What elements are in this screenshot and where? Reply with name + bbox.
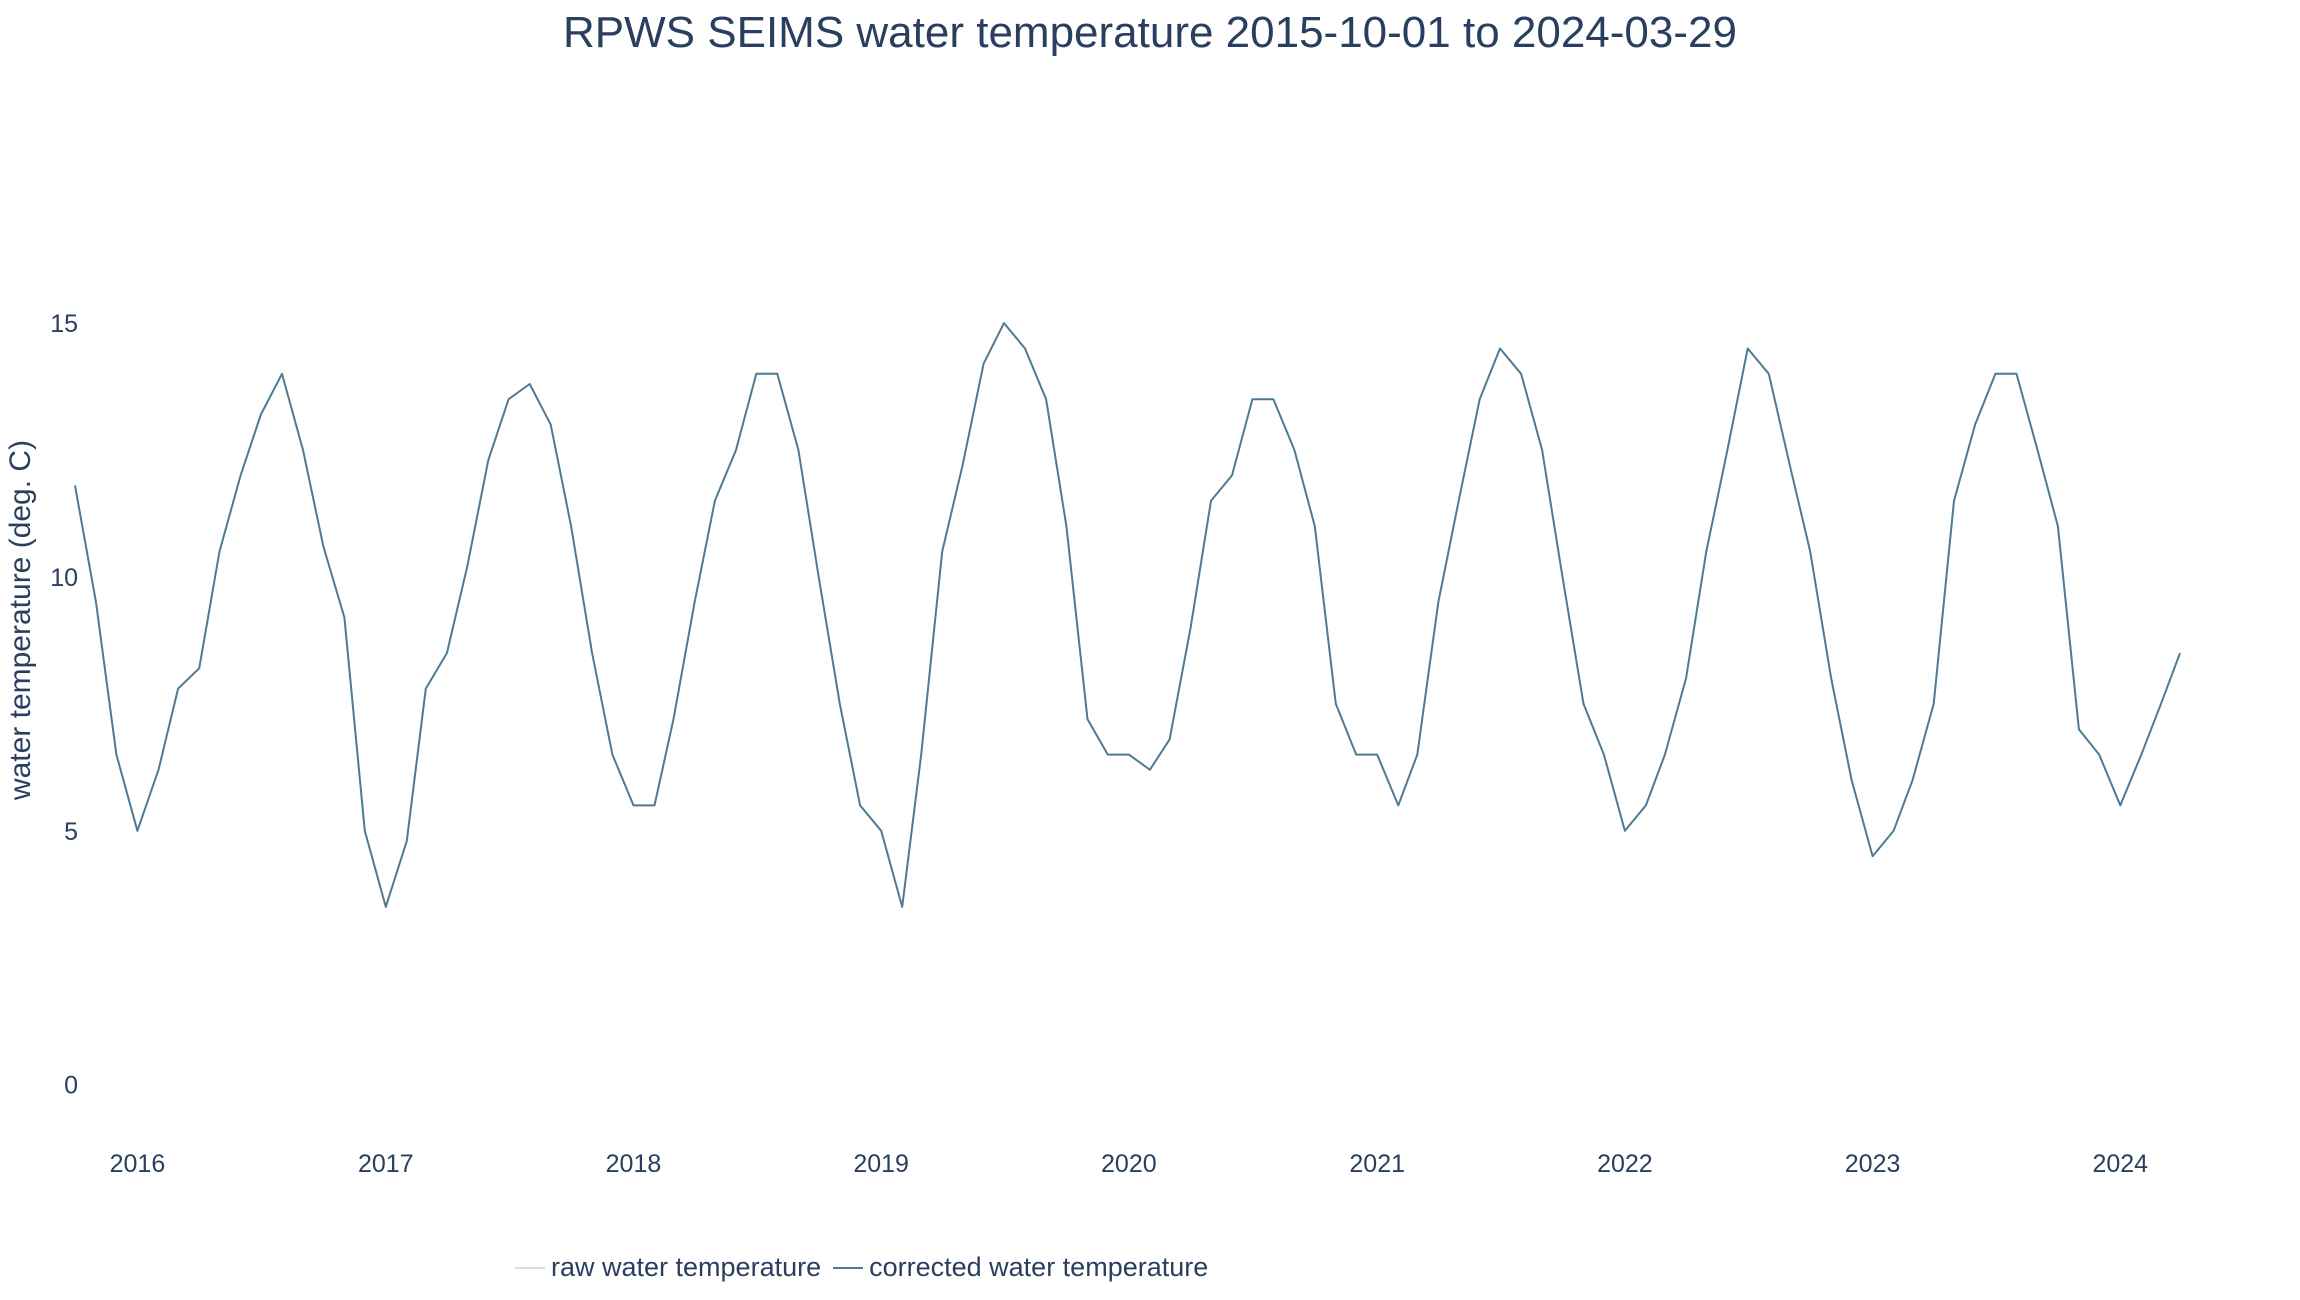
x-tick-label: 2023 bbox=[1845, 1150, 1901, 1178]
legend-swatch-raw bbox=[515, 1266, 545, 1269]
x-tick-label: 2020 bbox=[1101, 1150, 1157, 1178]
y-axis-ticks: 0 5 10 15 bbox=[50, 310, 78, 1100]
x-tick-label: 2024 bbox=[2092, 1150, 2148, 1178]
x-tick-label: 2021 bbox=[1349, 1150, 1405, 1178]
legend: raw water temperature corrected water te… bbox=[515, 1252, 1220, 1283]
x-tick-label: 2019 bbox=[853, 1150, 909, 1178]
y-tick-label: 10 bbox=[50, 564, 78, 592]
y-tick-label: 0 bbox=[64, 1072, 78, 1100]
chart-title: RPWS SEIMS water temperature 2015-10-01 … bbox=[563, 8, 1737, 57]
x-tick-label: 2016 bbox=[110, 1150, 166, 1178]
legend-swatch-corrected bbox=[833, 1266, 864, 1269]
legend-label-raw: raw water temperature bbox=[551, 1252, 822, 1282]
legend-item-corrected[interactable]: corrected water temperature bbox=[833, 1252, 1208, 1283]
legend-item-raw[interactable]: raw water temperature bbox=[515, 1252, 821, 1283]
x-tick-label: 2018 bbox=[606, 1150, 662, 1178]
x-axis-ticks: 2016 2017 2018 2019 2020 2021 2022 2023 2024 bbox=[110, 1150, 2149, 1178]
x-tick-label: 2017 bbox=[358, 1150, 414, 1178]
legend-label-corrected: corrected water temperature bbox=[869, 1252, 1209, 1282]
y-axis-label: water temperature (deg. C) bbox=[4, 440, 37, 801]
x-tick-label: 2022 bbox=[1597, 1150, 1653, 1178]
series-layer bbox=[74, 322, 2181, 908]
series-line-corrected bbox=[74, 322, 2181, 908]
y-tick-label: 5 bbox=[64, 818, 78, 846]
y-tick-label: 15 bbox=[50, 310, 78, 338]
